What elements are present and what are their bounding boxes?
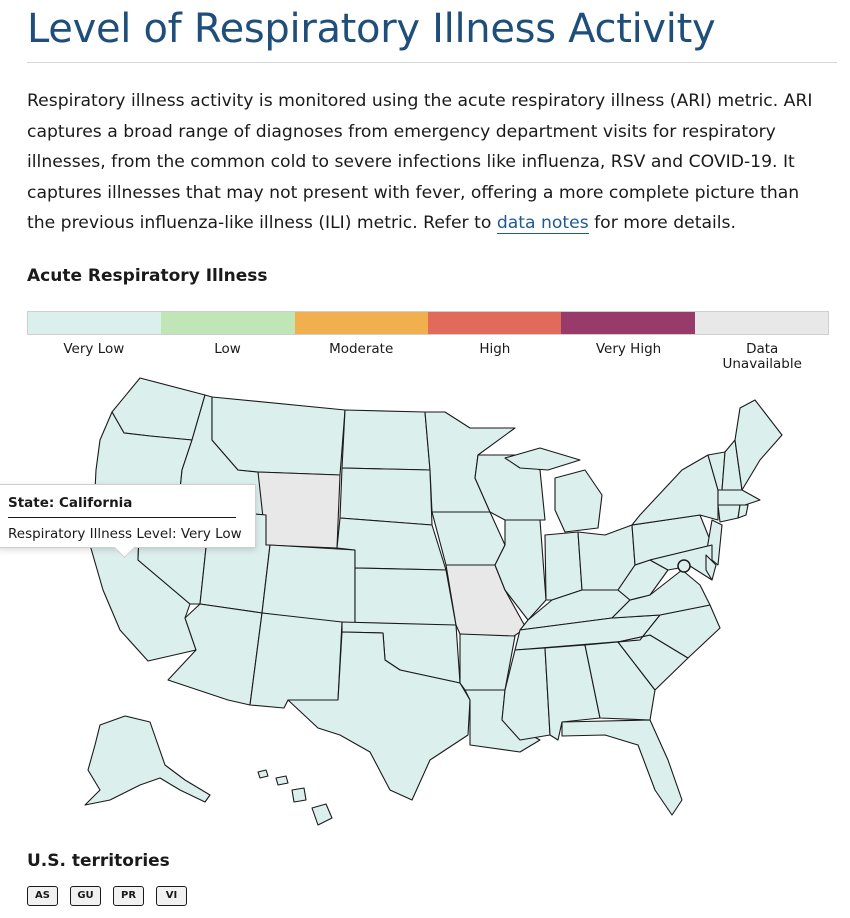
state-rhode-island[interactable] [737,504,749,519]
state-texas[interactable] [287,631,471,801]
state-delaware[interactable] [705,554,717,581]
activity-legend [27,311,829,335]
territories-title: U.S. territories [27,851,170,871]
state-hawaii-2[interactable] [275,775,289,786]
legend-label-4: Very High [595,341,662,357]
territory-buttons: AS GU PR VI [27,886,187,906]
state-new-york[interactable] [631,454,719,526]
legend-swatch-1[interactable] [161,312,295,334]
intro-paragraph: Respiratory illness activity is monitore… [27,86,832,239]
legend-swatch-2[interactable] [294,312,428,334]
state-montana[interactable] [211,396,346,476]
title-divider [27,62,837,63]
tooltip-title: State: California [8,495,236,518]
state-alaska[interactable] [84,715,211,806]
intro-text-end: for more details. [588,213,736,233]
intro-text: Respiratory illness activity is monitore… [27,91,813,233]
us-map [0,370,850,840]
state-washington[interactable] [111,377,206,441]
state-north-dakota[interactable] [341,409,431,471]
state-georgia[interactable] [584,641,656,721]
state-colorado[interactable] [261,544,356,626]
territory-button-vi[interactable]: VI [156,886,187,906]
legend-swatch-3[interactable] [427,312,562,334]
state-michigan[interactable] [554,469,603,533]
legend-label-1: Low [214,341,241,357]
legend-label-0: Very Low [63,341,125,357]
state-hawaii-4[interactable] [311,803,333,826]
state-new-mexico[interactable] [249,612,343,709]
state-indiana[interactable] [544,531,583,601]
territory-button-pr[interactable]: PR [113,886,144,906]
map-section-title: Acute Respiratory Illness [27,266,268,286]
state-tooltip: State: California Respiratory Illness Le… [0,484,256,548]
state-hawaii[interactable] [257,769,269,779]
legend-label-2: Moderate [329,341,394,357]
state-wyoming[interactable] [257,471,341,549]
state-south-dakota[interactable] [339,467,433,526]
state-illinois[interactable] [494,519,547,621]
state-maine[interactable] [734,399,783,491]
page-title: Level of Respiratory Illness Activity [27,6,716,52]
territory-button-as[interactable]: AS [27,886,58,906]
state-massachusetts[interactable] [717,489,761,506]
us-map-svg [84,377,783,826]
tooltip-level: Respiratory Illness Level: Very Low [8,526,242,542]
legend-swatch-0[interactable] [28,312,162,334]
state-kansas[interactable] [354,567,457,626]
dc-marker[interactable] [677,559,691,573]
legend-label-3: High [479,341,511,357]
state-iowa[interactable] [431,511,506,566]
state-connecticut[interactable] [717,504,741,523]
legend-labels: Very Low Low Moderate High Very High Data Una… [27,342,829,372]
territory-button-gu[interactable]: GU [70,886,101,906]
legend-swatch-5[interactable] [694,312,828,334]
state-hawaii-3[interactable] [291,787,307,803]
legend-label-5: Data Unavailable [722,341,802,372]
state-florida[interactable] [561,719,683,816]
state-michigan-upper[interactable] [504,447,581,471]
legend-swatch-4[interactable] [561,312,695,334]
data-notes-link[interactable]: data notes [496,213,589,234]
